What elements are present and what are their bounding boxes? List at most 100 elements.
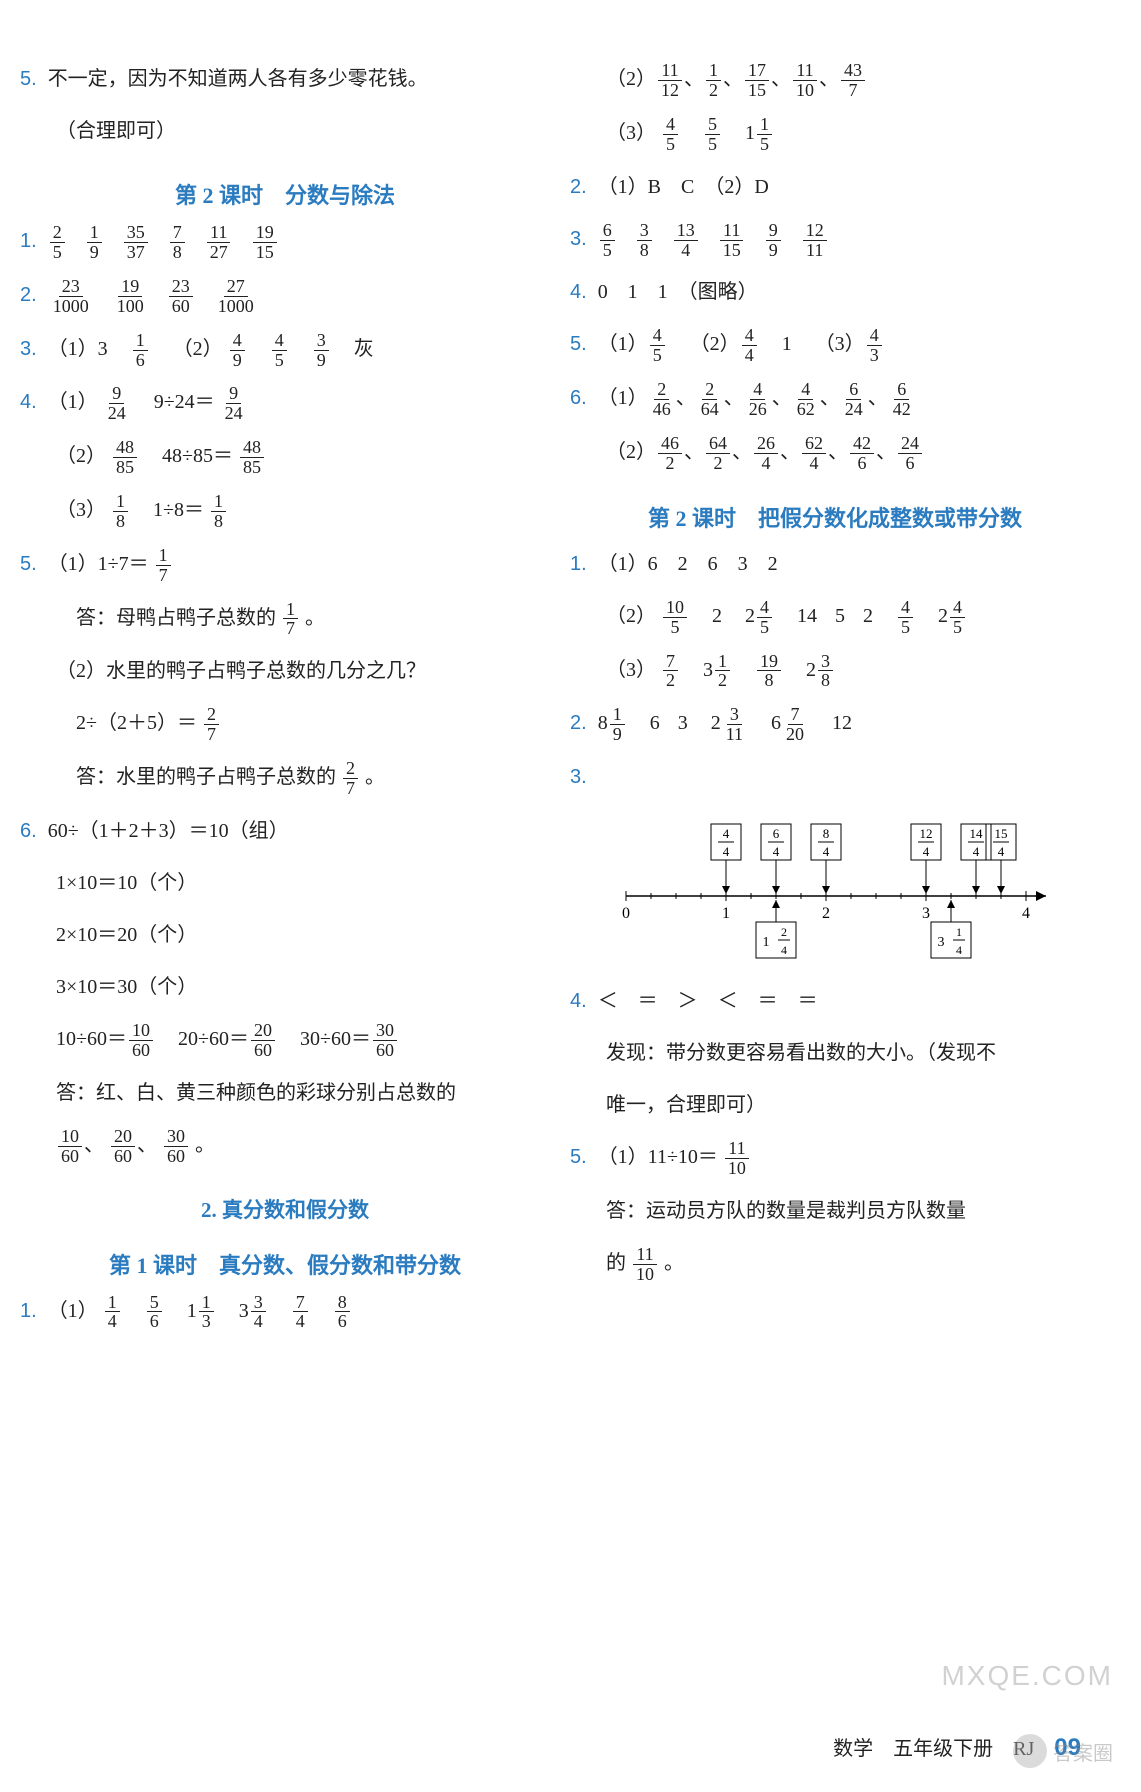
item-number: 2. [570, 176, 587, 198]
fraction: 17 [283, 600, 298, 639]
fraction: 15 [757, 115, 772, 154]
svg-text:4: 4 [823, 844, 830, 859]
fraction: 1060 [58, 1127, 82, 1166]
svg-text:0: 0 [622, 905, 630, 922]
fraction: 34 [251, 1293, 266, 1332]
item-number: 1. [20, 1300, 37, 1322]
svg-text:1: 1 [722, 905, 730, 922]
svg-text:14: 14 [970, 826, 984, 841]
heading: 2. 真分数和假分数 [20, 1194, 550, 1224]
watermark-text: 答案圈 [1053, 1737, 1113, 1766]
svg-text:12: 12 [920, 826, 933, 841]
svg-text:4: 4 [998, 844, 1005, 859]
fraction-list: 65381341115991211 [598, 228, 829, 250]
text: （2）462、642、264、624、426、246 [606, 433, 1100, 473]
fraction: 2060 [251, 1021, 275, 1060]
fraction: 3060 [164, 1127, 188, 1166]
item: 1. （1） 14 56 113 334 74 86 [20, 1292, 550, 1332]
logo-icon [1013, 1734, 1047, 1768]
fraction-list: 251935377811271915 [48, 230, 279, 252]
text: （1）11÷10＝ [598, 1146, 718, 1168]
text: （1） [48, 391, 98, 413]
fraction: 45 [650, 326, 665, 365]
item-number: 5. [570, 333, 587, 355]
fraction: 72 [663, 652, 678, 691]
text: 3×10＝30（个） [56, 968, 550, 1006]
fraction: 4885 [240, 438, 264, 477]
fraction-list: 462、642、264、624、426、246 [656, 441, 924, 463]
text: （1） [48, 1300, 98, 1322]
item: 3. 65381341115991211 [570, 220, 1100, 260]
svg-text:6: 6 [773, 826, 780, 841]
watermark: MXQE.COM [941, 1660, 1113, 1692]
fraction-list: 1112、12、1715、1110、437 [656, 68, 867, 90]
fraction: 74 [293, 1293, 308, 1332]
svg-text:1: 1 [956, 925, 962, 939]
item: 3. [570, 758, 1100, 796]
fraction: 17 [156, 546, 171, 585]
item-number: 3. [570, 228, 587, 250]
item: 4. 0 1 1 （图略） [570, 273, 1100, 311]
text: （3） 45 55 115 [606, 114, 1100, 154]
text: 答：母鸭占鸭子总数的 17 。 [76, 599, 550, 639]
fraction: 924 [105, 384, 129, 423]
page-content: 5. 不一定，因为不知道两人各有多少零花钱。 （合理即可） 第 2 课时 分数与… [0, 0, 1141, 1395]
item: 5. （1）11÷10＝ 1110 [570, 1138, 1100, 1178]
text: （3） 18 1÷8＝ 18 [56, 491, 550, 531]
svg-text:4: 4 [781, 943, 787, 957]
text: （2） 4885 48÷85＝ 4885 [56, 437, 550, 477]
heading: 第 2 课时 分数与除法 [20, 178, 550, 210]
fraction: 3060 [373, 1021, 397, 1060]
item: 4. （1） 924 9÷24＝ 924 [20, 383, 550, 423]
text: 2÷（2＋5）＝ 27 [76, 704, 550, 744]
item-number: 5. [570, 1146, 587, 1168]
fraction: 19 [610, 705, 625, 744]
left-column: 5. 不一定，因为不知道两人各有多少零花钱。 （合理即可） 第 2 课时 分数与… [20, 60, 550, 1345]
fraction: 4885 [113, 438, 137, 477]
svg-text:4: 4 [923, 844, 930, 859]
svg-text:8: 8 [823, 826, 830, 841]
text: 的 1110 。 [606, 1244, 1100, 1284]
svg-text:2: 2 [822, 905, 830, 922]
text: 灰 [354, 338, 374, 360]
item: 5. （1）45 （2）44 1 （3）43 [570, 325, 1100, 365]
text: 唯一，合理即可） [606, 1086, 1100, 1124]
item-number: 2. [20, 284, 37, 306]
fraction: 38 [818, 652, 833, 691]
fraction: 45 [757, 598, 772, 637]
svg-text:4: 4 [973, 844, 980, 859]
fraction: 56 [147, 1293, 162, 1332]
text: 发现：带分数更容易看出数的大小。（发现不 [606, 1034, 1100, 1072]
fraction: 45 [272, 331, 287, 370]
item-number: 3. [20, 338, 37, 360]
fraction: 45 [950, 598, 965, 637]
text: 1×10＝10（个） [56, 864, 550, 902]
text: （2） 105 2 245 1452 45 245 [606, 597, 1100, 637]
item-number: 3. [570, 766, 587, 788]
fraction: 1110 [633, 1245, 657, 1284]
fraction: 27 [343, 759, 358, 798]
text: （1）B C （2）D [598, 176, 769, 198]
fraction: 720 [783, 705, 807, 744]
svg-text:3: 3 [922, 905, 930, 922]
text: 答：红、白、黄三种颜色的彩球分别占总数的 [56, 1074, 550, 1112]
fraction: 198 [757, 652, 781, 691]
fraction: 39 [314, 331, 329, 370]
svg-text:3: 3 [938, 935, 945, 950]
fraction: 1110 [725, 1139, 749, 1178]
item-number: 4. [570, 990, 587, 1012]
text: （1）1÷7＝ [48, 553, 149, 575]
svg-text:4: 4 [956, 943, 962, 957]
item: 2. 231000191002360271000 [20, 276, 550, 316]
text: （2） [173, 338, 223, 360]
heading: 第 1 课时 真分数、假分数和带分数 [20, 1248, 550, 1280]
item: 5. 不一定，因为不知道两人各有多少零花钱。 [20, 60, 550, 98]
fraction: 44 [742, 326, 757, 365]
item-number: 2. [570, 712, 587, 734]
text: 答：水里的鸭子占鸭子总数的 27 。 [76, 758, 550, 798]
fraction: 45 [663, 115, 678, 154]
item: 2. （1）B C （2）D [570, 168, 1100, 206]
number-line-svg: 01234446484124144154124314 [606, 816, 1066, 966]
text: 60÷（1＋2＋3）＝10（组） [48, 820, 289, 842]
svg-text:4: 4 [723, 826, 730, 841]
